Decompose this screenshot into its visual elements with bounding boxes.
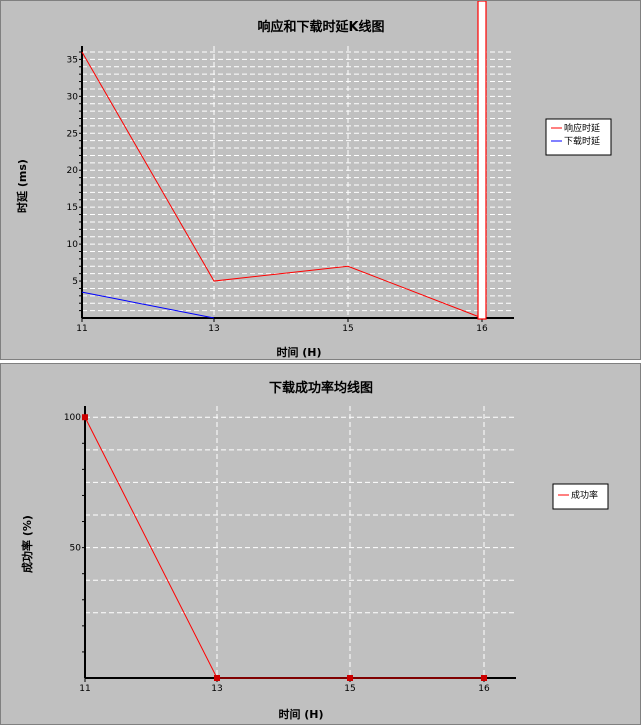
y-tick-label: 50 — [70, 544, 82, 554]
legend-label: 响应时延 — [564, 122, 600, 134]
vertical-marker-handle[interactable] — [477, 1, 487, 320]
grid — [85, 406, 516, 678]
latency-chart: 响应和下载时延K线图 时间 (H) 时延 (ms) 5 10 15 20 25 30 35 1… — [15, 1, 612, 359]
x-tick-label: 11 — [79, 684, 90, 694]
chart-title: 下载成功率均线图 — [269, 380, 373, 396]
legend: 成功率 — [552, 483, 609, 510]
series-group — [81, 51, 483, 319]
tick-labels: 50 100 11 13 15 16 — [64, 413, 490, 694]
grid — [82, 46, 514, 318]
y-tick-label: 5 — [72, 277, 78, 287]
success-rate-chart: 下载成功率均线图 时间 (H) 成功率 (%) 50 100 11 13 15 16 成功… — [20, 380, 609, 721]
x-tick-label: 11 — [76, 324, 87, 334]
y-tick-label: 10 — [67, 240, 79, 250]
x-tick-label: 16 — [476, 324, 488, 334]
legend-box — [545, 118, 612, 156]
series-line-1 — [84, 416, 484, 679]
y-tick-label: 35 — [67, 55, 78, 65]
axes — [79, 46, 514, 322]
y-axis-label: 成功率 (%) — [20, 515, 34, 573]
y-tick-label: 15 — [67, 203, 78, 213]
y-tick-label: 20 — [67, 166, 79, 176]
chart-title: 响应和下载时延K线图 — [257, 19, 384, 35]
y-axis-label: 时延 (ms) — [15, 159, 29, 213]
series-group — [82, 414, 487, 681]
legend-label: 成功率 — [571, 489, 598, 501]
data-point — [82, 414, 88, 421]
data-point — [347, 675, 353, 681]
x-tick-label: 13 — [208, 324, 219, 334]
y-tick-label: 30 — [67, 92, 79, 102]
series-line-1 — [81, 51, 483, 319]
x-tick-label: 16 — [478, 684, 490, 694]
legend-box — [552, 483, 609, 510]
latency-chart-panel: 响应和下载时延K线图 时间 (H) 时延 (ms) 5 10 15 20 25 30 35 1… — [0, 0, 641, 360]
data-point — [481, 675, 487, 681]
y-tick-label: 100 — [64, 413, 81, 423]
success-rate-chart-panel: 下载成功率均线图 时间 (H) 成功率 (%) 50 100 11 13 15 16 成功… — [0, 363, 641, 725]
series-line-2 — [81, 291, 215, 319]
x-tick-label: 13 — [211, 684, 222, 694]
y-tick-label: 25 — [67, 129, 78, 139]
x-axis-label: 时间 (H) — [276, 345, 321, 359]
legend-label: 下载时延 — [564, 135, 600, 147]
data-point — [214, 675, 220, 681]
tick-labels: 5 10 15 20 25 30 35 11 13 15 16 — [67, 55, 488, 334]
axes — [82, 406, 516, 682]
x-tick-label: 15 — [344, 684, 355, 694]
x-tick-label: 15 — [342, 324, 353, 334]
x-axis-label: 时间 (H) — [278, 707, 323, 721]
